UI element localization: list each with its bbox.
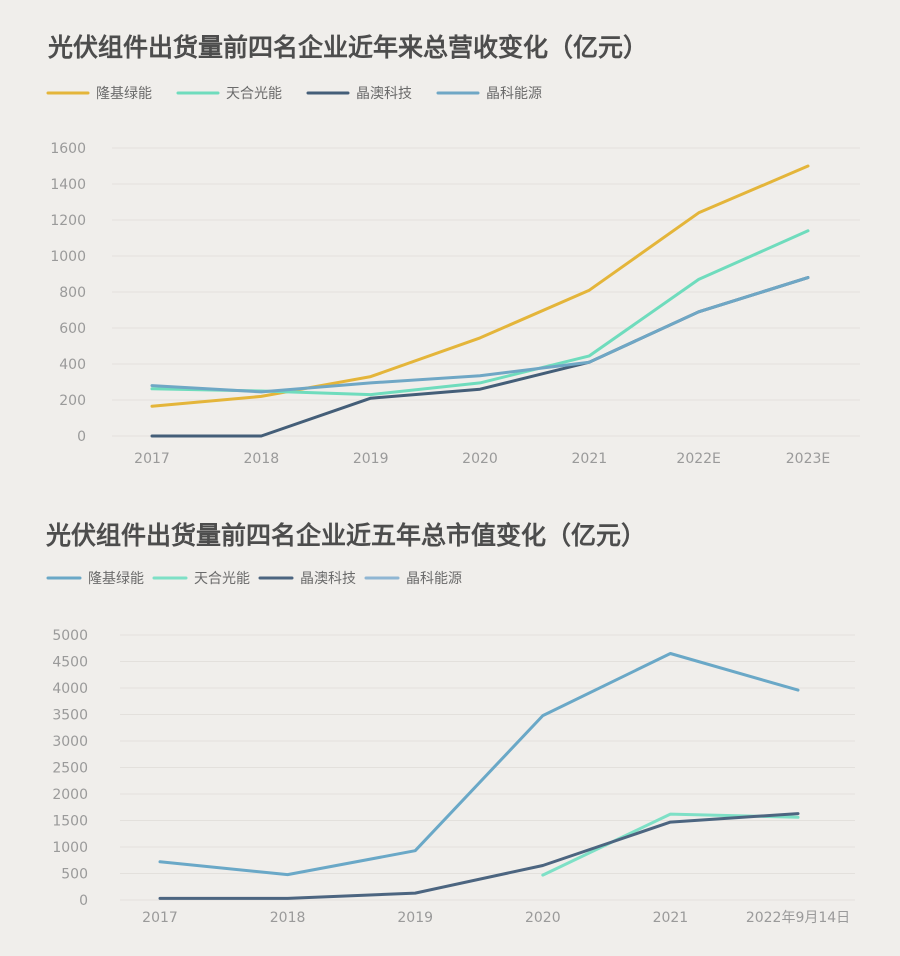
legend-item: 晶澳科技 bbox=[258, 571, 356, 587]
x-tick-label: 2019 bbox=[397, 910, 433, 926]
y-tick-label: 0 bbox=[77, 429, 86, 445]
y-tick-label: 2000 bbox=[52, 787, 88, 803]
series-line bbox=[150, 276, 810, 438]
series-line bbox=[158, 812, 800, 900]
y-tick-label: 3500 bbox=[52, 708, 88, 724]
y-tick-label: 800 bbox=[59, 285, 86, 301]
market-cap-chart-y-axis: 0 500 1000 1500 2000 2500 3000 3500 4000 4500 5000 bbox=[52, 628, 88, 909]
y-tick-label: 1600 bbox=[50, 141, 86, 157]
legend-label: 隆基绿能 bbox=[96, 85, 152, 102]
x-tick-label: 2018 bbox=[270, 910, 306, 926]
revenue-chart-legend: 隆基绿能 天合光能 晶澳科技 晶科能源 bbox=[46, 85, 542, 102]
market-cap-chart-title: 光伏组件出货量前四名企业近五年总市值变化（亿元） bbox=[45, 521, 646, 550]
market-cap-chart-series bbox=[158, 652, 800, 900]
revenue-chart-y-axis: 0 200 400 600 800 1000 1200 1400 1600 bbox=[50, 141, 86, 445]
market-cap-chart-grid bbox=[120, 634, 855, 901]
legend-label: 晶科能源 bbox=[486, 86, 542, 102]
x-tick-label: 2023E bbox=[786, 451, 830, 467]
series-line bbox=[158, 652, 800, 877]
y-tick-label: 600 bbox=[59, 321, 86, 337]
legend-item: 天合光能 bbox=[176, 86, 282, 102]
market-cap-chart: 光伏组件出货量前四名企业近五年总市值变化（亿元） 隆基绿能 天合光能 晶澳科技 晶科能… bbox=[45, 521, 855, 926]
x-tick-label: 2022年9月14日 bbox=[746, 910, 850, 926]
y-tick-label: 1500 bbox=[52, 814, 88, 830]
legend-label: 晶澳科技 bbox=[300, 571, 356, 587]
x-tick-label: 2021 bbox=[572, 451, 608, 467]
revenue-chart-title: 光伏组件出货量前四名企业近年来总营收变化（亿元） bbox=[47, 33, 648, 62]
y-tick-label: 5000 bbox=[52, 628, 88, 644]
x-tick-label: 2021 bbox=[653, 910, 689, 926]
series-line bbox=[150, 229, 810, 397]
y-tick-label: 2500 bbox=[52, 761, 88, 777]
x-tick-label: 2020 bbox=[462, 451, 498, 467]
market-cap-chart-x-axis: 2017 2018 2019 2020 2021 2022年9月14日 bbox=[142, 910, 850, 926]
legend-label: 隆基绿能 bbox=[88, 570, 144, 587]
x-tick-label: 2022E bbox=[676, 451, 720, 467]
legend-item: 晶澳科技 bbox=[306, 86, 412, 102]
revenue-chart-x-axis: 2017 2018 2019 2020 2021 2022E 2023E bbox=[134, 451, 830, 467]
x-tick-label: 2019 bbox=[353, 451, 389, 467]
series-line bbox=[150, 276, 810, 394]
y-tick-label: 4500 bbox=[52, 655, 88, 671]
legend-item: 晶科能源 bbox=[364, 571, 462, 587]
legend-label: 晶科能源 bbox=[406, 571, 462, 587]
y-tick-label: 4000 bbox=[52, 681, 88, 697]
y-tick-label: 500 bbox=[61, 867, 88, 883]
y-tick-label: 1000 bbox=[50, 249, 86, 265]
legend-item: 晶科能源 bbox=[436, 86, 542, 102]
revenue-chart: 光伏组件出货量前四名企业近年来总营收变化（亿元） 隆基绿能 天合光能 晶澳科技 晶科能… bbox=[46, 33, 860, 467]
y-tick-label: 400 bbox=[59, 357, 86, 373]
x-tick-label: 2020 bbox=[525, 910, 561, 926]
x-tick-label: 2017 bbox=[142, 910, 178, 926]
y-tick-label: 1200 bbox=[50, 213, 86, 229]
y-tick-label: 1000 bbox=[52, 840, 88, 856]
revenue-chart-series bbox=[150, 164, 810, 438]
legend-item: 天合光能 bbox=[152, 571, 250, 587]
y-tick-label: 0 bbox=[79, 893, 88, 909]
market-cap-chart-legend: 隆基绿能 天合光能 晶澳科技 晶科能源 bbox=[46, 570, 462, 587]
y-tick-label: 1400 bbox=[50, 177, 86, 193]
x-tick-label: 2018 bbox=[244, 451, 280, 467]
series-line bbox=[150, 164, 810, 408]
x-tick-label: 2017 bbox=[134, 451, 170, 467]
legend-label: 天合光能 bbox=[194, 571, 250, 587]
legend-item: 隆基绿能 bbox=[46, 85, 152, 102]
legend-item: 隆基绿能 bbox=[46, 570, 144, 587]
y-tick-label: 200 bbox=[59, 393, 86, 409]
legend-label: 晶澳科技 bbox=[356, 86, 412, 102]
y-tick-label: 3000 bbox=[52, 734, 88, 750]
legend-label: 天合光能 bbox=[226, 86, 282, 102]
